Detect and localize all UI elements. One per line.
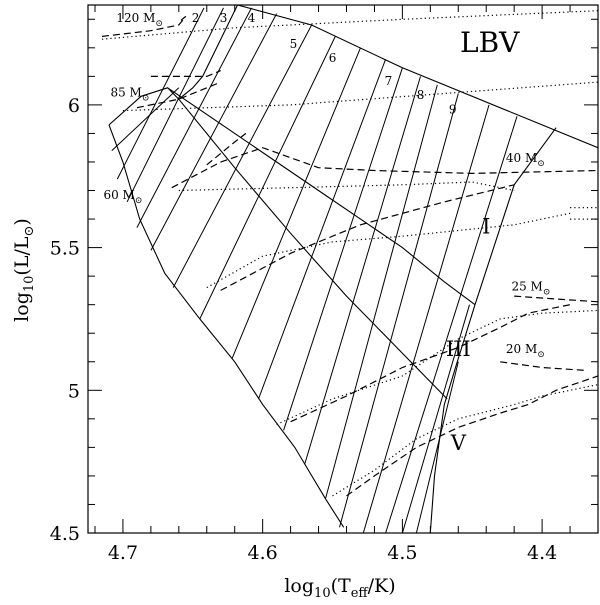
mass-label-25: 25 M⊙ (511, 279, 550, 297)
track-dotted-14 (276, 309, 598, 426)
boundary-class-III-right-edge (443, 304, 476, 405)
track-dashed-15 (346, 375, 598, 497)
isochrone-line-7 (199, 36, 336, 320)
mass-label-40: 40 M⊙ (506, 151, 545, 169)
isochrone-line-16 (401, 304, 470, 533)
plot-frame (87, 4, 599, 534)
class-label-III: III (446, 337, 471, 361)
isochrone-label-6: 6 (329, 51, 337, 65)
isochrone-line-4 (136, 7, 252, 228)
x-tick-label: 4.7 (108, 542, 138, 564)
isochrone-line-9 (258, 59, 387, 400)
mass-label-60: 60 M⊙ (103, 188, 142, 206)
region-label-lbv: LBV (460, 26, 520, 59)
mass-label-85: 85 M⊙ (110, 85, 149, 103)
boundary-top-edge (108, 5, 598, 149)
x-axis-label: log10(Teff/K) (284, 575, 395, 601)
track-dashed-2 (150, 70, 221, 78)
isochrone-line-5 (150, 13, 278, 251)
track-dotted-9 (206, 212, 571, 289)
boundary-class-III-boundary (178, 98, 448, 400)
isochrone-line-13 (339, 93, 459, 528)
isochrone-line-3 (126, 7, 224, 203)
boundary-class-V-right-edge (429, 404, 445, 533)
boundary-zams-left (108, 124, 345, 528)
x-tick-label: 4.5 (387, 542, 417, 564)
isochrone-line-8 (231, 47, 361, 360)
isochrone-label-5: 5 (290, 37, 298, 51)
track-dotted-1 (101, 10, 598, 40)
isochrone-line-15 (385, 116, 518, 533)
class-label-V: V (450, 431, 467, 455)
isochrone-label-7: 7 (385, 74, 393, 88)
isochrone-line-11 (304, 76, 421, 465)
isochrone-line-12 (325, 84, 438, 499)
isochrone-grid (108, 5, 598, 533)
isochrone-label-2: 2 (192, 11, 200, 25)
track-dashed-8 (220, 184, 515, 291)
isochrone-label-8: 8 (417, 88, 425, 102)
isochrone-label-3: 3 (220, 11, 228, 25)
track-dotted-16 (332, 384, 598, 497)
track-dashed-0 (101, 15, 187, 37)
isochrone-label-9: 9 (449, 102, 457, 116)
class-label-I: I (482, 214, 490, 238)
isochrone-line-14 (362, 104, 490, 533)
boundary-class-I-right-edge (474, 127, 557, 305)
mass-label-20: 20 M⊙ (506, 342, 545, 360)
track-dashed-3 (136, 81, 221, 109)
y-tick-label: 4.5 (50, 523, 80, 545)
isochrone-line-6 (172, 24, 313, 288)
isochrone-line-10 (283, 67, 403, 431)
boundary-class-I-boundary (167, 87, 476, 306)
track-dashed-13 (290, 304, 571, 423)
isochrone-line-17 (415, 361, 459, 533)
track-dashed-6 (206, 132, 247, 166)
isochrone-line-2 (116, 7, 205, 180)
x-tick-label: 4.4 (527, 542, 557, 564)
y-axis-label: log10(L/L⊙) (11, 218, 37, 322)
mass-label-120: 120 M⊙ (116, 11, 163, 29)
y-tick-label: 6 (68, 95, 80, 117)
track-dashed-12 (514, 295, 598, 303)
y-tick-label: 5.5 (50, 238, 80, 260)
track-dashed-17 (500, 361, 585, 371)
track-dotted-7 (178, 181, 515, 192)
evolution-tracks (101, 10, 598, 497)
axis-ticks: 4.7 4.6 4.5 4.4 4.5 5 5.5 6 (50, 5, 599, 564)
track-dashed-5 (171, 147, 598, 189)
isochrone-label-4: 4 (248, 11, 256, 25)
isochrone-line-1 (111, 87, 180, 151)
y-tick-label: 5 (68, 380, 80, 402)
x-tick-label: 4.6 (248, 542, 278, 564)
